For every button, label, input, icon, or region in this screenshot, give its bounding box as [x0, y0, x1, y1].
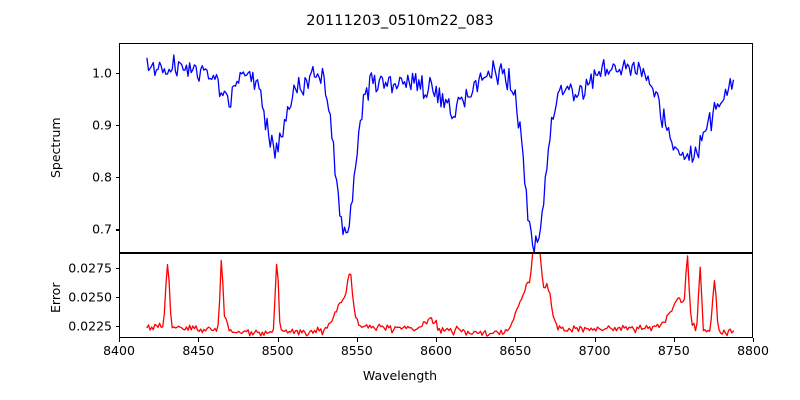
spectrum-y-axis-label: Spectrum: [48, 117, 63, 178]
x-tick-label: 8800: [737, 343, 769, 358]
x-tick-label: 8700: [578, 343, 611, 358]
x-tick-label: 8550: [340, 343, 373, 358]
x-tick-label: 8600: [420, 343, 452, 358]
x-tick: [594, 338, 596, 342]
x-tick: [198, 338, 200, 342]
spectrum-y-tick-label: 0.8: [92, 169, 112, 185]
error-y-tick-label: 0.0275: [68, 260, 112, 276]
error-y-tick: [115, 296, 119, 298]
spectrum-y-tick: [115, 72, 119, 74]
x-tick: [119, 338, 121, 342]
error-y-tick-label: 0.0225: [68, 318, 112, 334]
spectrum-y-tick: [115, 125, 119, 127]
error-axes: [119, 253, 753, 338]
figure-title: 20111203_0510m22_083: [306, 13, 494, 29]
error-y-tick: [115, 267, 119, 269]
error-y-axis-label: Error: [48, 282, 63, 313]
x-tick: [515, 338, 517, 342]
spectrum-axes: [119, 43, 753, 253]
x-tick: [277, 338, 279, 342]
x-tick-label: 8450: [182, 343, 215, 358]
x-tick-label: 8750: [657, 343, 690, 358]
x-tick-label: 8500: [261, 343, 294, 358]
x-tick-label: 8650: [499, 343, 532, 358]
spectrum-y-tick-label: 0.9: [92, 117, 112, 133]
spectrum-y-tick-label: 1.0: [92, 65, 112, 81]
x-tick: [753, 338, 755, 342]
x-axis-label: Wavelength: [362, 368, 438, 383]
x-tick: [356, 338, 358, 342]
spectrum-y-tick: [115, 229, 119, 231]
x-tick: [673, 338, 675, 342]
x-tick-label: 8400: [103, 343, 135, 358]
error-y-tick: [115, 325, 119, 327]
error-line-plot: [146, 254, 735, 337]
spectrum-line-plot: [146, 54, 735, 252]
spectrum-y-tick: [115, 177, 119, 179]
error-y-tick-label: 0.0250: [68, 289, 112, 305]
x-tick: [436, 338, 438, 342]
spectrum-y-tick-label: 0.7: [92, 221, 112, 237]
